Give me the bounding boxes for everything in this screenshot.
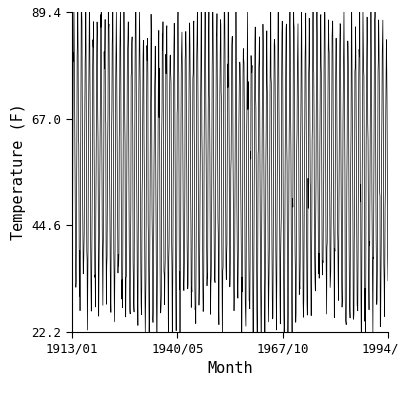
X-axis label: Month: Month (207, 361, 253, 376)
Y-axis label: Temperature (F): Temperature (F) (11, 104, 26, 240)
